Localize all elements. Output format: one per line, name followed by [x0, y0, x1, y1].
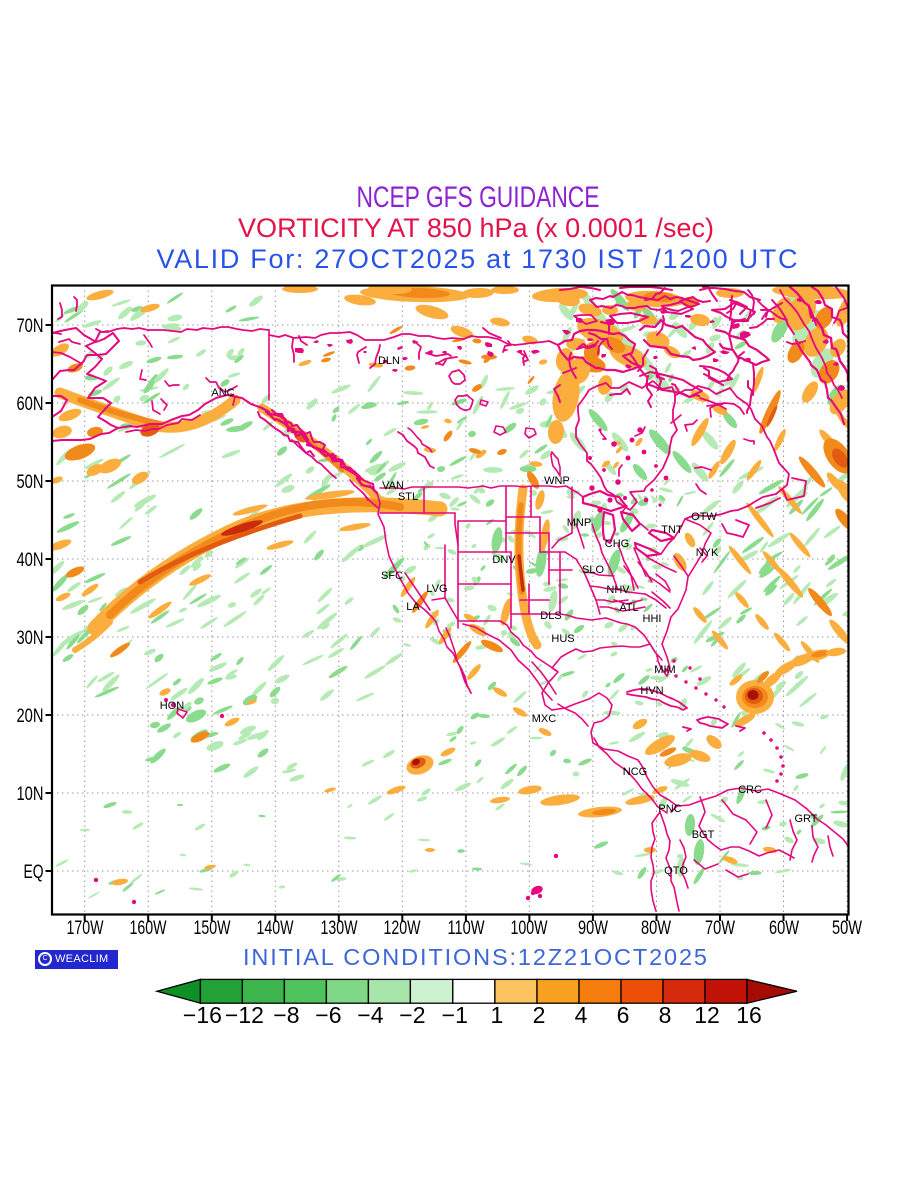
svg-text:50N: 50N — [17, 471, 44, 493]
svg-text:GRT: GRT — [794, 813, 817, 825]
svg-text:−16: −16 — [183, 1002, 222, 1028]
svg-text:PNC: PNC — [658, 803, 681, 815]
svg-text:170W: 170W — [67, 917, 104, 939]
svg-text:90W: 90W — [578, 917, 608, 939]
svg-text:HUS: HUS — [551, 633, 574, 645]
svg-text:20N: 20N — [17, 705, 44, 727]
svg-text:40N: 40N — [17, 549, 44, 571]
svg-text:HVN: HVN — [640, 685, 663, 697]
svg-text:−6: −6 — [315, 1002, 341, 1028]
svg-text:DLS: DLS — [540, 610, 561, 622]
svg-text:−4: −4 — [357, 1002, 383, 1028]
svg-text:BGT: BGT — [692, 829, 715, 841]
svg-text:60W: 60W — [769, 917, 799, 939]
svg-text:160W: 160W — [130, 917, 167, 939]
svg-text:HON: HON — [160, 700, 185, 712]
svg-text:12: 12 — [694, 1002, 720, 1028]
svg-text:150W: 150W — [194, 917, 231, 939]
svg-text:−8: −8 — [273, 1002, 299, 1028]
svg-text:ANC: ANC — [211, 387, 234, 399]
svg-text:70N: 70N — [17, 315, 44, 337]
svg-text:MIM: MIM — [654, 664, 675, 676]
svg-text:TNT: TNT — [661, 524, 683, 536]
svg-text:120W: 120W — [384, 917, 421, 939]
svg-text:QTO: QTO — [664, 865, 688, 877]
svg-text:NCG: NCG — [623, 766, 647, 778]
svg-text:140W: 140W — [257, 917, 294, 939]
svg-text:100W: 100W — [511, 917, 548, 939]
svg-text:CRC: CRC — [738, 784, 762, 796]
svg-text:−2: −2 — [399, 1002, 425, 1028]
svg-text:NCEP GFS GUIDANCE: NCEP GFS GUIDANCE — [357, 181, 600, 214]
svg-text:CHG: CHG — [605, 538, 629, 550]
svg-text:4: 4 — [575, 1002, 588, 1028]
svg-text:OTW: OTW — [691, 511, 717, 523]
svg-text:1: 1 — [491, 1002, 504, 1028]
svg-text:8: 8 — [659, 1002, 672, 1028]
svg-text:VALID For: 27OCT2025 at 1730 I: VALID For: 27OCT2025 at 1730 IST /1200 U… — [157, 244, 798, 274]
svg-text:EQ: EQ — [24, 861, 44, 883]
svg-text:80W: 80W — [641, 917, 671, 939]
svg-text:STL: STL — [398, 491, 418, 503]
svg-text:VAN: VAN — [382, 480, 404, 492]
svg-text:−1: −1 — [442, 1002, 468, 1028]
svg-text:30N: 30N — [17, 627, 44, 649]
svg-text:−12: −12 — [225, 1002, 264, 1028]
svg-text:INITIAL CONDITIONS:12Z21OCT20: INITIAL CONDITIONS:12Z21OCT2025 — [243, 944, 707, 970]
svg-text:60N: 60N — [17, 393, 44, 415]
svg-text:SLO: SLO — [582, 564, 604, 576]
svg-text:16: 16 — [736, 1002, 762, 1028]
svg-text:ATL: ATL — [619, 602, 638, 614]
svg-text:70W: 70W — [705, 917, 735, 939]
svg-text:VORTICITY AT 850 hPa (x 0.0001: VORTICITY AT 850 hPa (x 0.0001 /sec) — [238, 213, 714, 243]
svg-text:130W: 130W — [321, 917, 358, 939]
svg-text:6: 6 — [617, 1002, 630, 1028]
svg-text:MNP: MNP — [567, 517, 591, 529]
svg-text:LVG: LVG — [426, 583, 447, 595]
svg-text:LA: LA — [406, 601, 420, 613]
svg-text:DLN: DLN — [378, 355, 400, 367]
svg-text:10N: 10N — [17, 783, 44, 805]
svg-text:NYK: NYK — [696, 547, 719, 559]
svg-text:50W: 50W — [832, 917, 862, 939]
svg-text:MXC: MXC — [532, 713, 557, 725]
svg-text:NHV: NHV — [606, 584, 630, 596]
svg-text:2: 2 — [533, 1002, 546, 1028]
svg-text:HHI: HHI — [643, 613, 662, 625]
svg-text:110W: 110W — [448, 917, 485, 939]
svg-text:SFC: SFC — [381, 570, 403, 582]
svg-text:WNP: WNP — [544, 475, 570, 487]
svg-text:DNV: DNV — [492, 554, 516, 566]
